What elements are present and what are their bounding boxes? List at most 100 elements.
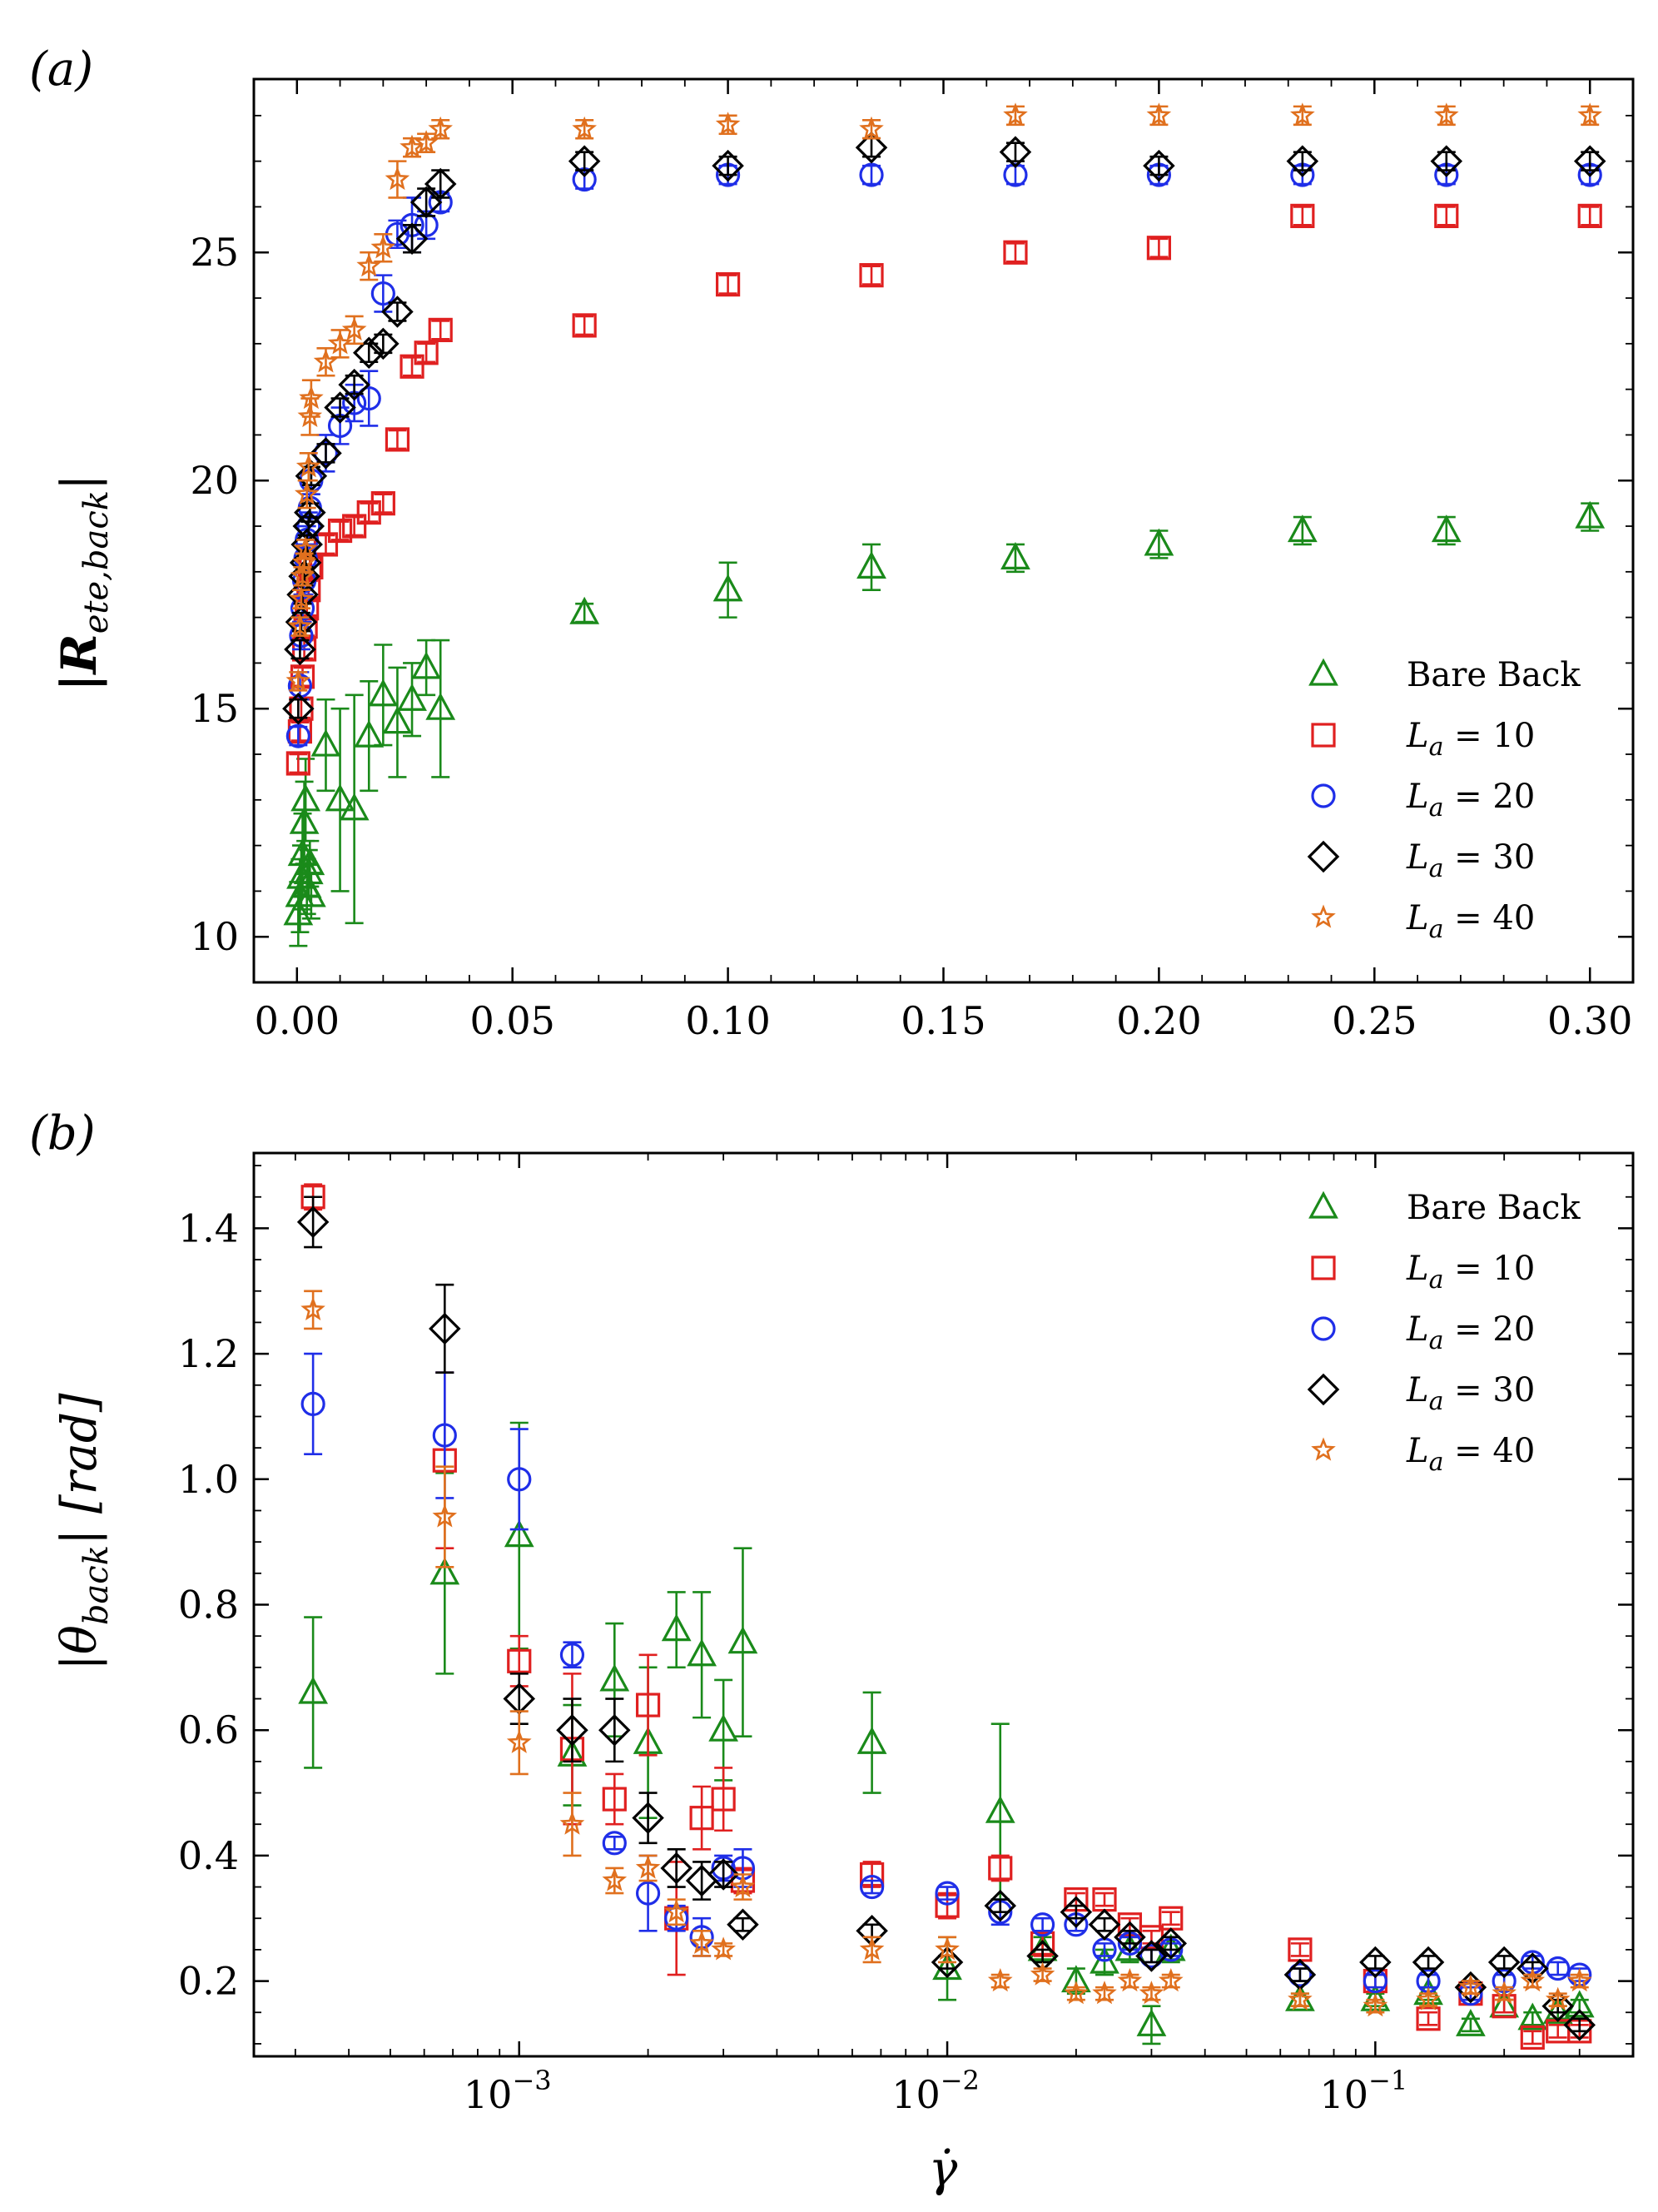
panel-a-la10-point <box>414 340 439 365</box>
panel-a-la30-point <box>310 437 342 470</box>
panel-b-legend-label-la20: La = 20 <box>1406 1310 1535 1355</box>
panel-b-la20-point <box>860 1874 885 1900</box>
panel-b-la40-point <box>1566 1968 1592 1992</box>
panel-b-bare-point <box>856 1726 887 1754</box>
panel-a-bare-point <box>339 793 370 821</box>
panel-a-legend-marker-bare <box>1308 658 1338 686</box>
panel-a-bare-point <box>411 651 442 679</box>
panel-a-legend-label-part: L <box>1406 899 1429 937</box>
panel-b-ylabel-sub: back <box>77 1545 116 1625</box>
panel-b-legend-label-part: L <box>1406 1310 1429 1349</box>
panel-b-bare-point <box>1136 2008 1167 2036</box>
panel-b-la10-point <box>988 1856 1013 1881</box>
panel-b-ytick-label: 0.8 <box>178 1583 239 1628</box>
panel-b-legend-label-part: L <box>1406 1250 1429 1288</box>
panel-b-la10-point <box>602 1787 627 1812</box>
panel-a-la10-point <box>859 263 884 288</box>
panel-a-ytick-label: 25 <box>190 230 239 275</box>
panel-a-la40-point <box>715 112 741 136</box>
panel-a-bare-point <box>290 783 321 812</box>
panel-a-legend-label-part: L <box>1406 778 1429 816</box>
panel-b-la20-point <box>559 1643 585 1668</box>
panel-b-la30-point <box>429 1312 461 1345</box>
panel-a-la30-point <box>367 327 400 360</box>
panel-b-la30-point <box>556 1713 588 1747</box>
panel-a-la10-point <box>385 427 410 452</box>
panel-b-la20-point <box>935 1881 960 1906</box>
panel-b-la30-point <box>1060 1896 1093 1928</box>
panel-a-la20-point <box>859 162 884 187</box>
panel-a-ylabel-sub: ete,back <box>77 490 116 634</box>
panel-a-legend-label-la20: La = 20 <box>1406 778 1535 823</box>
panel-a-frame <box>252 77 1635 984</box>
panel-b-bare-point <box>599 1663 630 1692</box>
panel-a-la30-point <box>1143 149 1175 182</box>
panel-a-bare-point <box>325 783 355 812</box>
panel-a-ytick-label: 15 <box>190 686 239 731</box>
panel-b-la40-point <box>1363 1993 1388 2017</box>
panel-a-la30-point <box>352 336 385 370</box>
panel-a-bare-point <box>712 574 743 602</box>
panel-b-la30-point <box>1563 2009 1596 2041</box>
panel-a-legend-label-la30: La = 30 <box>1406 838 1535 883</box>
panel-a-la40-point <box>1434 102 1459 127</box>
panel-b-la40-point <box>663 1899 689 1923</box>
panel-a-la10-point <box>715 271 741 297</box>
panel-b-ylabel-close: | [rad] <box>51 1393 107 1545</box>
panel-a-bare-point <box>569 596 600 624</box>
panel-b-legend-label-part: = 20 <box>1443 1310 1535 1349</box>
panel-a-legend-label-la40: La = 40 <box>1406 899 1535 944</box>
panel-b-legend-label-bare: Bare Back <box>1407 1189 1581 1227</box>
panel-b-bare-point <box>708 1713 739 1742</box>
panel-b-legend-marker-la30 <box>1307 1373 1340 1406</box>
panel-a-la40-point <box>1577 102 1602 127</box>
panel-b-la30-point <box>1154 1927 1188 1960</box>
panel-a-bare-point <box>856 550 886 579</box>
panel-a-legend-label-bare: Bare Back <box>1407 656 1581 694</box>
panel-b-legend-label-part: = 40 <box>1443 1432 1535 1470</box>
panel-a-la40-point <box>295 454 321 478</box>
panel-a-la20-point <box>296 514 321 539</box>
panel-a-la40-point <box>859 116 884 140</box>
panel-a-ytick-label: 10 <box>190 914 239 959</box>
panel-a-label: (a) <box>29 42 93 97</box>
panel-a-xtick-label: 0.10 <box>685 998 770 1043</box>
panel-b: (b) |θback| [rad] γ̇ 10−3 10−2 10−10.20.40… <box>29 1106 1635 2197</box>
panel-b-series-la40 <box>300 1290 1592 2017</box>
panel-b-la40-point <box>506 1729 532 1753</box>
panel-a-la30-point <box>395 222 429 256</box>
panel-b-ylabel-main: |θ <box>51 1625 107 1670</box>
panel-b-bare-point <box>687 1638 717 1667</box>
panel-b-legend-label-part: a <box>1429 1265 1444 1295</box>
panel-b-legend-label-part: L <box>1406 1371 1429 1409</box>
panel-b-la40-point <box>1520 1968 1546 1992</box>
panel-a-la40-point <box>293 535 319 559</box>
panel-a-legend-label-part: L <box>1406 838 1429 877</box>
panel-a-la10-point <box>1577 203 1602 228</box>
panel-b-la40-point <box>300 1296 325 1320</box>
panel-b-bare-point <box>1542 1996 1573 2024</box>
panel-b-la40-point <box>689 1930 714 1954</box>
panel-a-ylabel-close: | <box>51 474 107 490</box>
panel-a-series-bare <box>283 500 1606 947</box>
panel-b-la40-point <box>635 1855 661 1879</box>
panel-a-series-la30 <box>282 131 1606 725</box>
panel-a-la30-point <box>284 633 316 666</box>
panel-a-la30-point <box>855 131 888 164</box>
panel-a-la30-point <box>1573 145 1606 177</box>
panel-b-xlabel: γ̇ <box>929 2140 958 2197</box>
panel-b-legend-label-part: = 30 <box>1443 1371 1535 1409</box>
panel-b-bare-point <box>504 1519 534 1548</box>
panel-b-la40-point <box>1064 1981 1089 2005</box>
panel-b-la40-point <box>1416 1986 1441 2011</box>
panel-b-xtick-label: 10−2 <box>891 2065 980 2117</box>
panel-b-la20-point <box>300 1391 325 1416</box>
panel-a-la40-point <box>341 316 367 340</box>
panel-a-legend-label-part: a <box>1429 915 1444 944</box>
panel-a-la40-point <box>294 481 320 505</box>
panel-a-bare-point <box>295 879 326 907</box>
panel-a-la40-point <box>1003 102 1028 127</box>
panel-b-la30-point <box>632 1802 664 1834</box>
